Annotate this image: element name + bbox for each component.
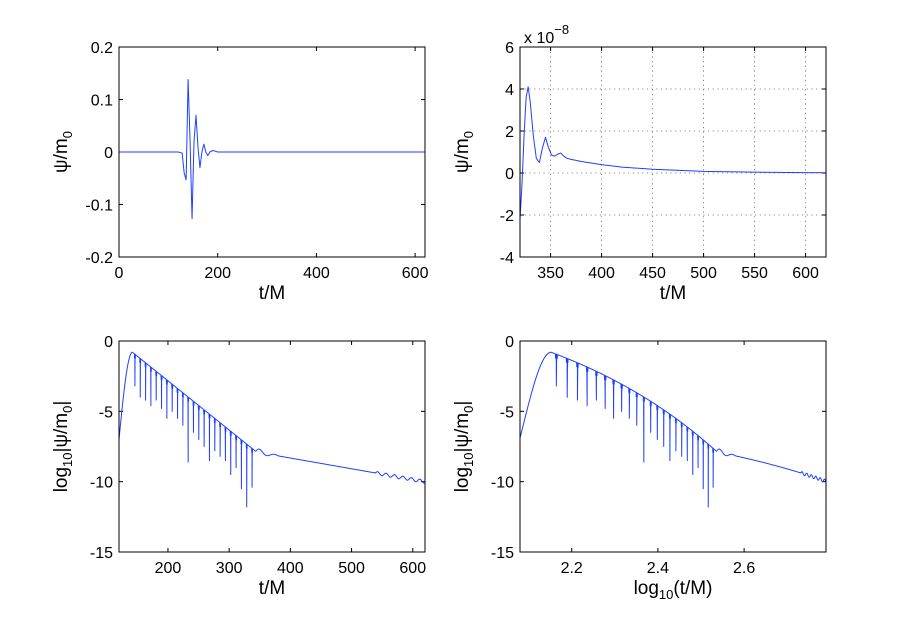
- p0-ytick-label: 0: [104, 145, 113, 162]
- p1-ylabel: ψ/m0: [452, 131, 476, 173]
- p2-ylabel-logsub: 10: [60, 452, 75, 466]
- p2-ylabel-sub: 0: [60, 406, 75, 413]
- p0-xtick-label: 200: [204, 265, 231, 282]
- p1-ytick-label: -2: [500, 208, 514, 225]
- p2-ylabel-rest: |ψ/m: [51, 413, 72, 453]
- p2-ytick-label: -5: [99, 404, 113, 421]
- p1-late-tail-line: [519, 86, 827, 220]
- p1-multiplier: x 10−8: [524, 22, 569, 47]
- p1-ytick-label: 2: [505, 124, 514, 141]
- p1-xtick-label: 500: [690, 265, 717, 282]
- p2-axes-frame: [118, 340, 426, 553]
- panel-bottom-right: 2.2 2.4 2.60-5-10-15 log10(t/M) log10|ψ/m0…: [452, 334, 827, 602]
- p1-xlabel: t/M: [660, 283, 686, 304]
- p3-xlabel-log: log: [634, 578, 659, 599]
- p3-xlabel-logsub: 10: [659, 587, 673, 602]
- p1-multiplier-base: x 10: [524, 30, 554, 47]
- p0-xtick-label: 0: [115, 265, 124, 282]
- p0-ytick-label: -0.2: [85, 250, 113, 267]
- p3-ytick-label: -15: [491, 545, 514, 562]
- p0-ytick-label: 0.1: [91, 93, 113, 110]
- p2-xtick-label: 600: [399, 560, 426, 577]
- p3-ytick-label: -5: [500, 404, 514, 421]
- p1-xtick-label: 600: [792, 265, 819, 282]
- p0-axes-frame: [118, 46, 426, 258]
- p1-xtick-label: 350: [537, 265, 564, 282]
- p3-xtick-label: 2.6: [733, 560, 755, 577]
- p3-log-log-line: [519, 351, 827, 508]
- p3-xtick-label: 2.2: [561, 560, 583, 577]
- p0-signal-line: [119, 79, 425, 220]
- p2-ytick-label: -15: [90, 545, 113, 562]
- p0-xtick-label: 400: [303, 265, 330, 282]
- p2-xtick-label: 400: [277, 560, 304, 577]
- p0-ytick-label: -0.1: [85, 198, 113, 215]
- p3-axes-frame: [519, 340, 827, 553]
- p1-xtick-label: 450: [639, 265, 666, 282]
- p0-ylabel-main: ψ/m: [51, 138, 72, 173]
- p3-ylabel-rest: |ψ/m: [452, 413, 473, 453]
- p3-xlabel: log10(t/M): [634, 578, 713, 602]
- p3-ylabel-log: log: [452, 467, 473, 492]
- p2-xtick-label: 300: [216, 560, 243, 577]
- p2-ticks: 200 300 400 500 600 0 -5 -10 -15: [90, 334, 426, 577]
- p0-ylabel-sub: 0: [60, 131, 75, 138]
- p3-ylabel-logsub: 10: [461, 452, 476, 466]
- p2-ylabel-log: log: [51, 467, 72, 492]
- p3-ylabel: log10|ψ/m0|: [452, 401, 476, 493]
- p2-ylabel: log10|ψ/m0|: [51, 401, 75, 493]
- p1-axes-frame: [519, 46, 827, 258]
- p1-ytick-label: -4: [500, 250, 514, 267]
- p1-ylabel-sub: 0: [461, 131, 476, 138]
- p2-xtick-label: 200: [155, 560, 182, 577]
- p3-ylabel-sub: 0: [461, 406, 476, 413]
- p0-ytick-label: 0.2: [91, 40, 113, 57]
- p1-ytick-label: 4: [505, 82, 514, 99]
- p1-ylabel-main: ψ/m: [452, 138, 473, 173]
- p1-ticks: 350 400 450 500 550 600 6 4 2 0 -2 -4: [500, 40, 826, 282]
- p1-xtick-label: 400: [588, 265, 615, 282]
- p1-ytick-label: 6: [505, 40, 514, 57]
- p3-ytick-label: -10: [491, 475, 514, 492]
- p1-ytick-label: 0: [505, 166, 514, 183]
- p2-ytick-label: 0: [104, 334, 113, 351]
- p2-xlabel: t/M: [259, 578, 285, 599]
- p3-xtick-label: 2.4: [647, 560, 669, 577]
- p2-ylabel-end: |: [51, 401, 72, 406]
- p0-ticks: 0 200 400 600 0.2 0.1 0 -0.1 -0.2: [85, 40, 428, 282]
- p3-ytick-label: 0: [505, 334, 514, 351]
- panel-top-right: 350 400 450 500 550 600 6 4 2 0 -2 -4 x 10−8 t/M ψ/…: [452, 22, 827, 304]
- p2-ytick-label: -10: [90, 475, 113, 492]
- p3-xlabel-rest: (t/M): [673, 578, 712, 599]
- p3-ylabel-end: |: [452, 401, 473, 406]
- p2-xtick-label: 500: [338, 560, 365, 577]
- p0-xtick-label: 600: [402, 265, 429, 282]
- p0-ylabel: ψ/m0: [51, 131, 75, 173]
- p2-log-amplitude-line: [118, 351, 426, 508]
- p1-multiplier-exp: −8: [554, 22, 569, 37]
- p1-xtick-label: 550: [741, 265, 768, 282]
- p0-xlabel: t/M: [259, 283, 285, 304]
